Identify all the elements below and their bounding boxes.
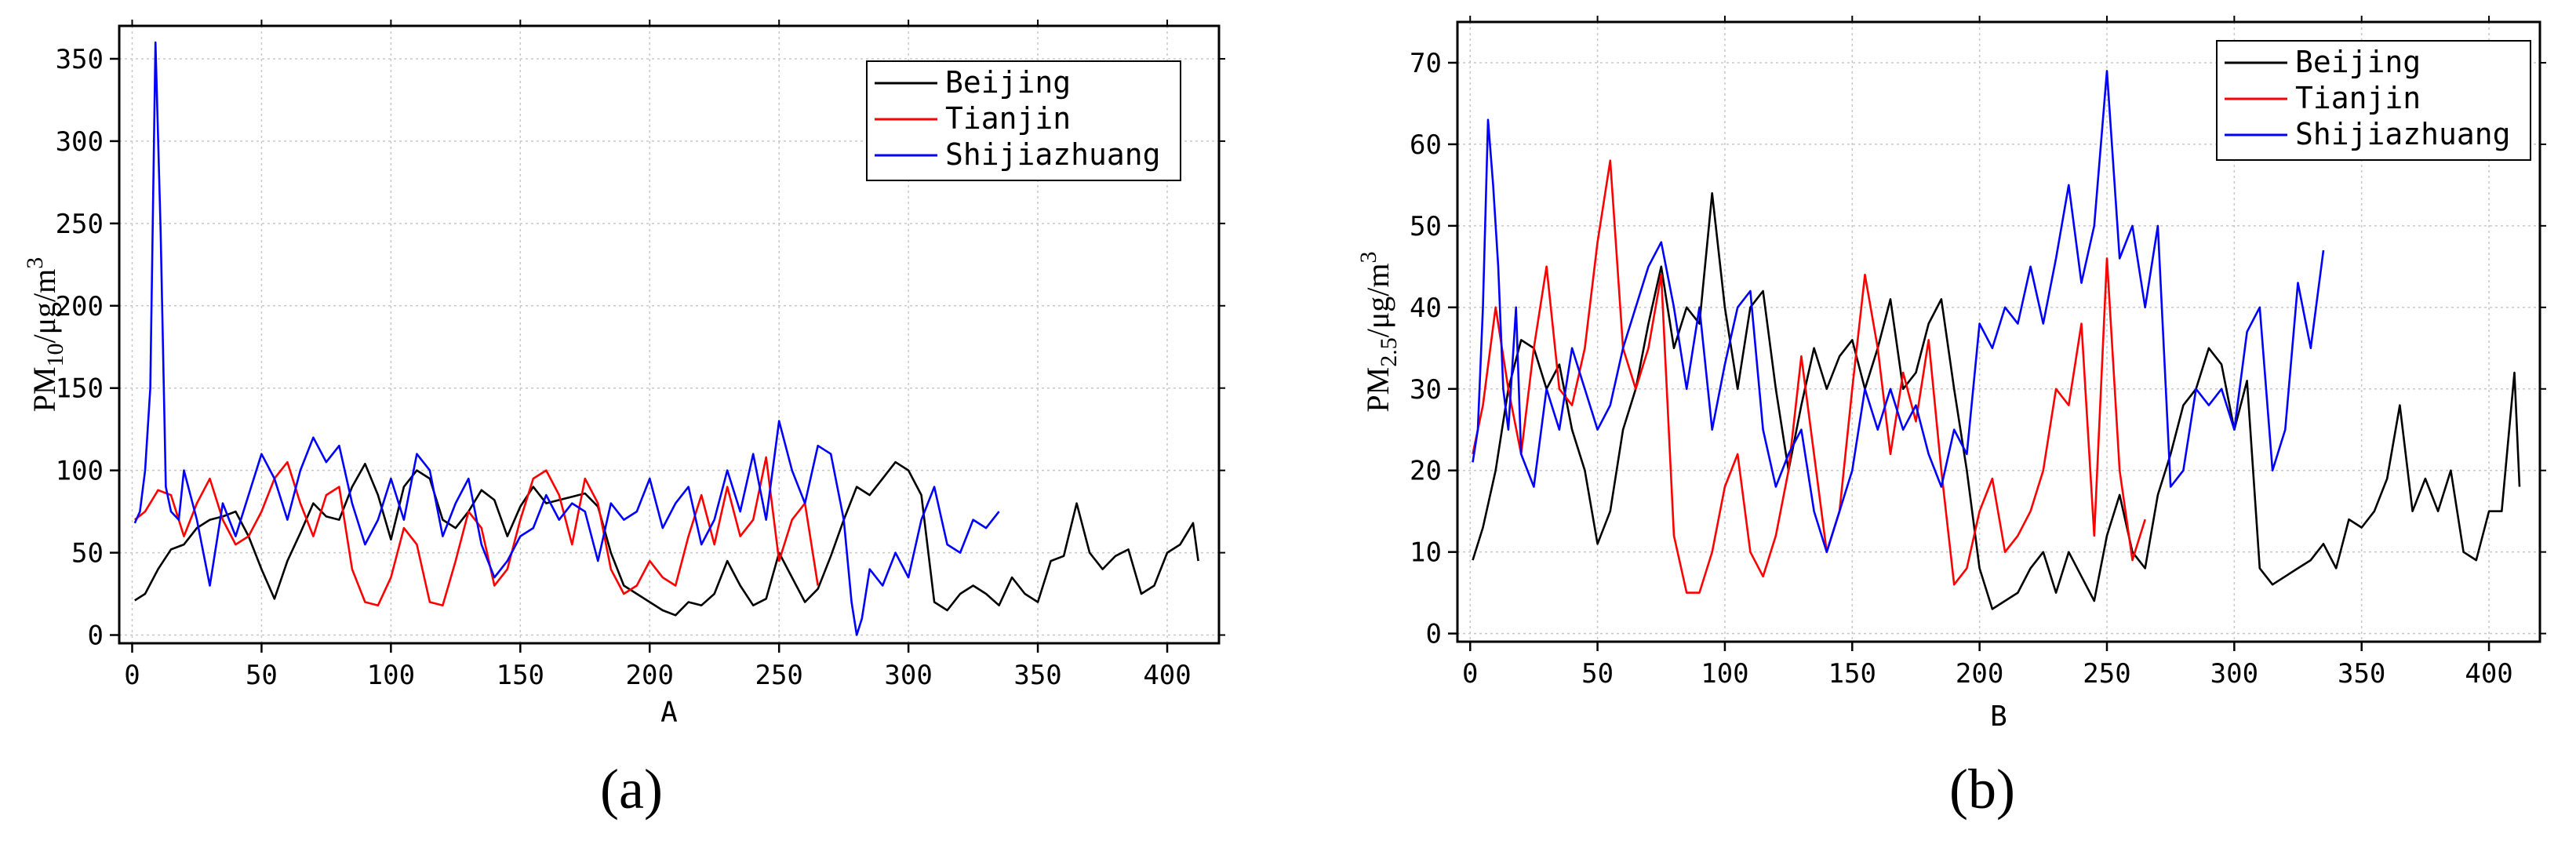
x-tick-label: 200 bbox=[626, 660, 674, 691]
legend-label-beijing: Beijing bbox=[945, 65, 1071, 100]
x-tick-label: 300 bbox=[2210, 658, 2258, 690]
y-axis-title: PM10/μg/m3 bbox=[22, 257, 68, 413]
legend-box bbox=[866, 60, 1181, 181]
legend-box bbox=[2216, 40, 2531, 161]
y-tick-label: 250 bbox=[56, 209, 104, 240]
x-tick-label: 50 bbox=[246, 660, 278, 691]
y-tick-label: 200 bbox=[56, 291, 104, 322]
y-axis-title-unit: /μg/m bbox=[27, 269, 62, 344]
x-tick-label: 150 bbox=[1828, 658, 1876, 690]
x-tick-label: 100 bbox=[1701, 658, 1748, 690]
y-tick-label: 20 bbox=[1410, 456, 1442, 487]
y-axis-title-subscript: 10 bbox=[42, 343, 68, 366]
chart-panel-a: 0 50 100 150 200 250 300 350 400 0 50 100 150 200 250 3… bbox=[22, 20, 1225, 821]
panel-label: (a) bbox=[600, 758, 663, 821]
y-tick-label: 70 bbox=[1410, 48, 1442, 79]
plot-frame bbox=[118, 24, 1221, 645]
x-axis-title: A bbox=[660, 697, 678, 729]
x-tick-label: 50 bbox=[1581, 658, 1614, 690]
y-tick-label: 30 bbox=[1410, 374, 1442, 406]
series-line-beijing bbox=[1472, 192, 2521, 610]
x-tick-label: 350 bbox=[2338, 658, 2385, 690]
y-tick-label: 50 bbox=[1410, 211, 1442, 242]
x-tick-label: 300 bbox=[884, 660, 932, 691]
chart-panel-b: 0 50 100 150 200 250 300 350 400 0 10 20 30 40 50 60 70 B… bbox=[1355, 16, 2546, 821]
y-tick-label: 10 bbox=[1410, 537, 1442, 569]
x-tick-label: 150 bbox=[497, 660, 544, 691]
y-axis-title: PM2.5/μg/m3 bbox=[1355, 251, 1402, 412]
series-line-shijiazhuang bbox=[133, 41, 1000, 636]
y-tick-label: 150 bbox=[56, 373, 104, 405]
legend-label-tianjin: Tianjin bbox=[945, 101, 1071, 136]
y-axis-title-subscript: 2.5 bbox=[1376, 337, 1402, 367]
y-axis-title-base: PM bbox=[27, 366, 62, 412]
x-tick-label: 250 bbox=[2083, 658, 2130, 690]
y-tick-label: 300 bbox=[56, 126, 104, 158]
panel-label: (b) bbox=[1949, 758, 2015, 821]
y-axis-title-base: PM bbox=[1360, 367, 1395, 413]
x-tick-label: 100 bbox=[367, 660, 415, 691]
y-tick-label: 0 bbox=[1426, 619, 1442, 650]
x-tick-label: 0 bbox=[124, 660, 140, 691]
y-tick-label: 0 bbox=[88, 621, 104, 652]
x-tick-label: 250 bbox=[755, 660, 802, 691]
series-line-tianjin bbox=[133, 456, 819, 607]
x-tick-label: 350 bbox=[1013, 660, 1061, 691]
x-tick-label: 400 bbox=[2465, 658, 2512, 690]
y-axis-title-superscript: 3 bbox=[22, 257, 48, 269]
series-line-beijing bbox=[134, 460, 1199, 617]
x-axis-title: B bbox=[1990, 701, 2007, 733]
x-tick-label: 400 bbox=[1143, 660, 1191, 691]
y-tick-label: 350 bbox=[56, 44, 104, 75]
y-axis-title-unit: /μg/m bbox=[1360, 263, 1395, 337]
x-tick-label: 0 bbox=[1462, 658, 1478, 690]
y-tick-label: 40 bbox=[1410, 293, 1442, 324]
legend-label-tianjin: Tianjin bbox=[2295, 81, 2421, 115]
y-tick-label: 100 bbox=[56, 456, 104, 487]
series-line-shijiazhuang bbox=[1472, 70, 2325, 554]
y-tick-label: 50 bbox=[71, 538, 104, 570]
legend-label-shijiazhuang: Shijiazhuang bbox=[2295, 117, 2511, 151]
plot-frame bbox=[1456, 20, 2541, 643]
series-line-tianjin bbox=[1472, 159, 2146, 594]
x-tick-label: 200 bbox=[1956, 658, 2003, 690]
y-tick-label: 60 bbox=[1410, 129, 1442, 161]
legend-label-shijiazhuang: Shijiazhuang bbox=[945, 137, 1161, 172]
legend-label-beijing: Beijing bbox=[2295, 45, 2421, 79]
y-axis-title-superscript: 3 bbox=[1355, 251, 1381, 263]
